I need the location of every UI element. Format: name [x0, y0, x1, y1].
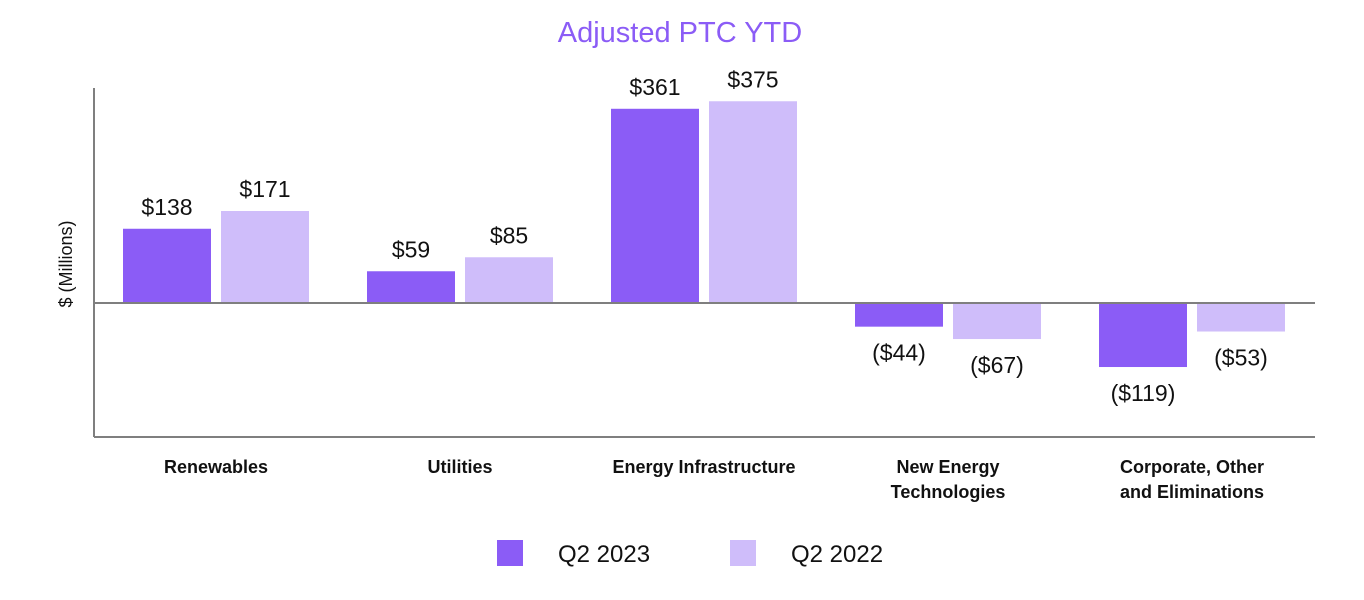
category-label: Energy Infrastructure: [612, 457, 795, 477]
bar-q2-2023-3: [855, 303, 943, 327]
data-label: ($119): [1111, 380, 1176, 406]
category-label: Corporate, Other: [1120, 457, 1264, 477]
bars: [123, 101, 1285, 368]
legend-swatch: [730, 540, 756, 566]
category-label: Technologies: [891, 482, 1006, 502]
bar-q2-2022-2: [709, 101, 797, 303]
category-label: Renewables: [164, 457, 268, 477]
data-label: ($44): [872, 340, 926, 366]
category-label: and Eliminations: [1120, 482, 1264, 502]
bar-q2-2022-1: [465, 257, 553, 303]
y-axis-label: $ (Millions): [56, 220, 76, 307]
bar-q2-2023-1: [367, 271, 455, 303]
category-label: Utilities: [427, 457, 492, 477]
data-label: $138: [141, 194, 192, 220]
bar-q2-2023-0: [123, 228, 211, 303]
data-label: $375: [727, 66, 778, 92]
data-label: ($67): [970, 352, 1024, 378]
data-labels: $138 $171 $59 $85 $361 $375 ($44) ($67) ($119) ($…: [141, 66, 1267, 406]
bar-q2-2023-2: [611, 108, 699, 303]
bar-q2-2023-4: [1099, 303, 1187, 368]
data-label: $171: [239, 176, 290, 202]
chart-title: Adjusted PTC YTD: [558, 17, 802, 49]
category-labels: Renewables Utilities Energy Infrastructure…: [164, 457, 1264, 502]
legend: Q2 2023 Q2 2022: [497, 540, 883, 568]
bar-q2-2022-0: [221, 211, 309, 303]
data-label: $85: [490, 222, 528, 248]
data-label: $361: [629, 74, 680, 100]
category-label: New Energy: [896, 457, 999, 477]
data-label: ($53): [1214, 345, 1268, 371]
legend-label: Q2 2023: [558, 541, 650, 568]
bar-q2-2022-3: [953, 303, 1041, 340]
legend-swatch: [497, 540, 523, 566]
data-label: $59: [392, 236, 430, 262]
bar-q2-2022-4: [1197, 303, 1285, 332]
legend-label: Q2 2022: [791, 541, 883, 568]
